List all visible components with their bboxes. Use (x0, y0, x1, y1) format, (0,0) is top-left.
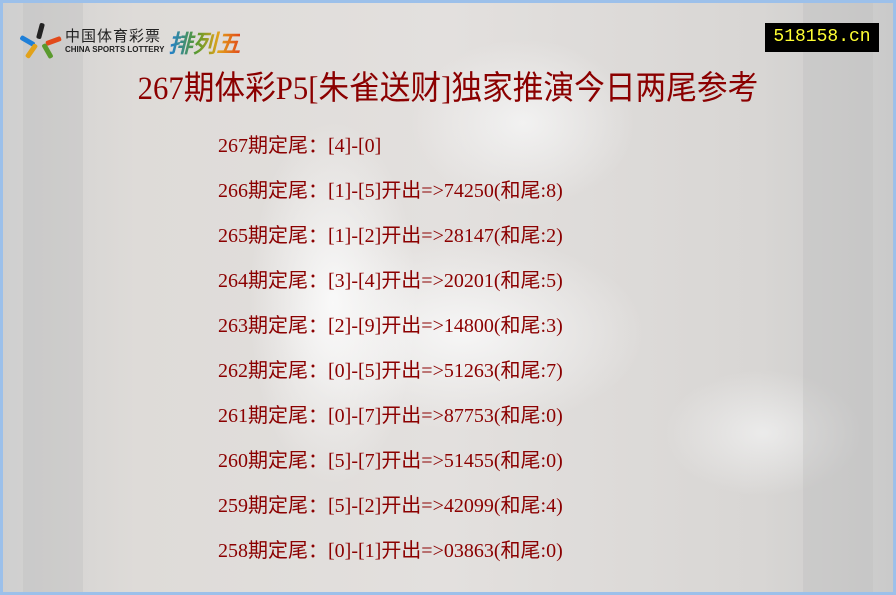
issue-number: 265 (218, 225, 248, 247)
draw-label: 开出=> (381, 225, 444, 247)
lottery-star-icon (19, 22, 62, 60)
sum-close: ) (556, 360, 563, 382)
predicted-tails: [1]-[5] (328, 180, 382, 202)
sum-close: ) (556, 495, 563, 517)
draw-result: 51455 (443, 450, 494, 472)
sum-label: (和尾: (493, 225, 547, 247)
issue-label: 期定尾： (248, 315, 328, 337)
sum-close: ) (556, 540, 563, 562)
sum-close: ) (556, 270, 563, 292)
prediction-row: 263期定尾：[2]-[9]开出=>14800(和尾:3) (218, 311, 563, 356)
draw-result: 51263 (443, 360, 494, 382)
draw-result: 74250 (443, 180, 494, 202)
predicted-tails: [0]-[5] (328, 360, 382, 382)
issue-label: 期定尾： (248, 450, 328, 472)
sum-label: (和尾: (493, 270, 547, 292)
issue-label: 期定尾： (248, 495, 328, 517)
predicted-tails: [0]-[1] (328, 540, 382, 562)
sum-tail: 0 (546, 405, 557, 427)
draw-label: 开出=> (381, 270, 444, 292)
issue-label: 期定尾： (248, 270, 328, 292)
sum-tail: 5 (546, 270, 557, 292)
issue-number: 267 (218, 135, 248, 157)
draw-label: 开出=> (381, 360, 444, 382)
predicted-tails: [0]-[7] (328, 405, 382, 427)
predicted-tails: [3]-[4] (328, 270, 382, 292)
sum-close: ) (556, 225, 563, 247)
issue-label: 期定尾： (248, 360, 328, 382)
prediction-row: 264期定尾：[3]-[4]开出=>20201(和尾:5) (218, 266, 563, 311)
sum-label: (和尾: (493, 540, 547, 562)
sum-label: (和尾: (493, 495, 547, 517)
issue-label: 期定尾： (248, 540, 328, 562)
sum-close: ) (556, 405, 563, 427)
issue-number: 260 (218, 450, 248, 472)
issue-label: 期定尾： (248, 405, 328, 427)
prediction-row: 262期定尾：[0]-[5]开出=>51263(和尾:7) (218, 356, 563, 401)
prediction-row: 261期定尾：[0]-[7]开出=>87753(和尾:0) (218, 401, 563, 446)
draw-label: 开出=> (381, 405, 444, 427)
sum-tail: 4 (546, 495, 557, 517)
sum-label: (和尾: (493, 360, 547, 382)
predicted-tails: [5]-[2] (328, 495, 382, 517)
sum-tail: 8 (546, 180, 557, 202)
issue-number: 261 (218, 405, 248, 427)
draw-result: 03863 (443, 540, 494, 562)
predicted-tails: [2]-[9] (328, 315, 382, 337)
draw-label: 开出=> (381, 180, 444, 202)
sum-label: (和尾: (493, 180, 547, 202)
issue-number: 264 (218, 270, 248, 292)
sum-close: ) (556, 180, 563, 202)
draw-label: 开出=> (381, 450, 444, 472)
issue-number: 263 (218, 315, 248, 337)
sum-tail: 0 (546, 450, 557, 472)
prediction-row: 260期定尾：[5]-[7]开出=>51455(和尾:0) (218, 446, 563, 491)
draw-label: 开出=> (381, 315, 444, 337)
sum-tail: 3 (546, 315, 557, 337)
issue-number: 262 (218, 360, 248, 382)
sum-close: ) (556, 450, 563, 472)
prediction-row: 258期定尾：[0]-[1]开出=>03863(和尾:0) (218, 536, 563, 581)
issue-number: 259 (218, 495, 248, 517)
prediction-row: 267期定尾：[4]-[0] (218, 131, 563, 176)
sum-tail: 7 (546, 360, 557, 382)
sum-close: ) (556, 315, 563, 337)
issue-label: 期定尾： (248, 225, 328, 247)
issue-label: 期定尾： (248, 135, 328, 157)
draw-label: 开出=> (381, 540, 444, 562)
issue-number: 266 (218, 180, 248, 202)
prediction-row: 259期定尾：[5]-[2]开出=>42099(和尾:4) (218, 491, 563, 536)
background-pillar (23, 3, 83, 592)
page-title: 267期体彩P5[朱雀送财]独家推演今日两尾参考 (137, 71, 759, 107)
logo-cn-text: 中国体育彩票 (65, 26, 162, 45)
predicted-tails: [4]-[0] (328, 135, 382, 157)
issue-label: 期定尾： (248, 180, 328, 202)
draw-result: 14800 (443, 315, 494, 337)
draw-result: 28147 (443, 225, 494, 247)
prediction-row: 266期定尾：[1]-[5]开出=>74250(和尾:8) (218, 176, 563, 221)
site-badge: 518158.cn (765, 23, 879, 52)
issue-number: 258 (218, 540, 248, 562)
draw-result: 87753 (443, 405, 494, 427)
draw-label: 开出=> (381, 495, 444, 517)
draw-result: 42099 (443, 495, 494, 517)
sum-tail: 0 (546, 540, 557, 562)
predicted-tails: [1]-[2] (328, 225, 382, 247)
sum-label: (和尾: (493, 405, 547, 427)
china-sports-lottery-logo: 中国体育彩票 CHINA SPORTS LOTTERY 排列五 (19, 22, 240, 60)
predicted-tails: [5]-[7] (328, 450, 382, 472)
prediction-list: 267期定尾：[4]-[0] 266期定尾：[1]-[5]开出=>74250(和尾… (218, 131, 563, 581)
logo-product-text: 排列五 (168, 24, 240, 59)
background-pillar (803, 3, 873, 592)
sum-label: (和尾: (493, 315, 547, 337)
sum-tail: 2 (546, 225, 557, 247)
prediction-row: 265期定尾：[1]-[2]开出=>28147(和尾:2) (218, 221, 563, 266)
sum-label: (和尾: (493, 450, 547, 472)
draw-result: 20201 (443, 270, 494, 292)
logo-en-text: CHINA SPORTS LOTTERY (65, 44, 165, 54)
